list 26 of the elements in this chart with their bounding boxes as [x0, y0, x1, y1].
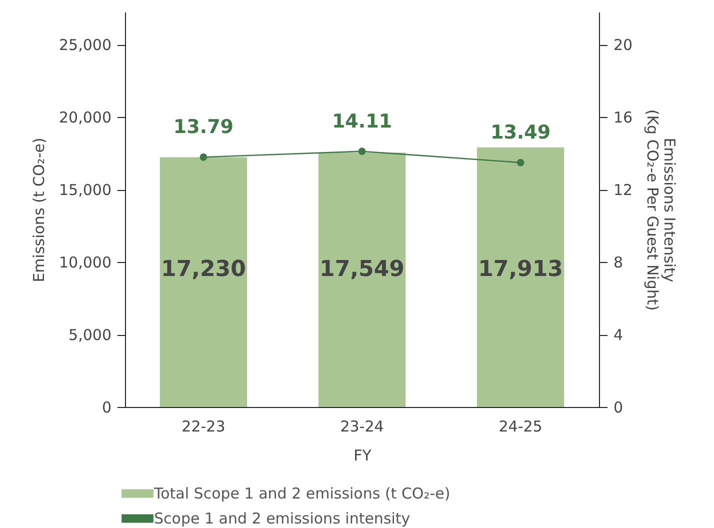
legend-label: Scope 1 and 2 emissions intensity — [154, 510, 410, 528]
legend-label: Total Scope 1 and 2 emissions (t CO₂-e) — [153, 484, 450, 502]
y-tick-label: 0 — [102, 398, 112, 416]
x-tick-label: 24-25 — [498, 418, 542, 436]
y2-tick-label: 12 — [614, 181, 633, 200]
y-tick-label: 15,000 — [59, 181, 112, 200]
y2-tick-label: 16 — [614, 108, 633, 127]
data-label: 17,913 — [478, 256, 563, 282]
y2-tick-label: 4 — [614, 326, 624, 344]
y-tick-label: 5,000 — [68, 326, 112, 344]
y-tick-label: 25,000 — [59, 36, 112, 54]
x-tick-label: 22-23 — [182, 418, 226, 436]
y-axis-title: Emissions (t CO₂-e) — [30, 138, 48, 282]
y2-axis-title: Emissions Intensity (Kg CO₂-e Per Guest Night) — [644, 109, 679, 311]
data-label: 17,549 — [320, 256, 404, 282]
data-label: 13.79 — [173, 116, 234, 138]
data-label: 14.11 — [332, 110, 392, 132]
data-label: 13.49 — [490, 122, 551, 144]
y-tick-label: 10,000 — [59, 254, 112, 272]
x-tick-label: 23-24 — [340, 418, 384, 436]
x-axis-title: FY — [354, 446, 372, 464]
data-label: 17,230 — [161, 256, 246, 282]
y2-tick-label: 8 — [614, 254, 624, 272]
y-tick-label: 20,000 — [59, 108, 112, 127]
y2-tick-label: 0 — [614, 398, 624, 416]
y2-tick-label: 20 — [614, 36, 633, 54]
